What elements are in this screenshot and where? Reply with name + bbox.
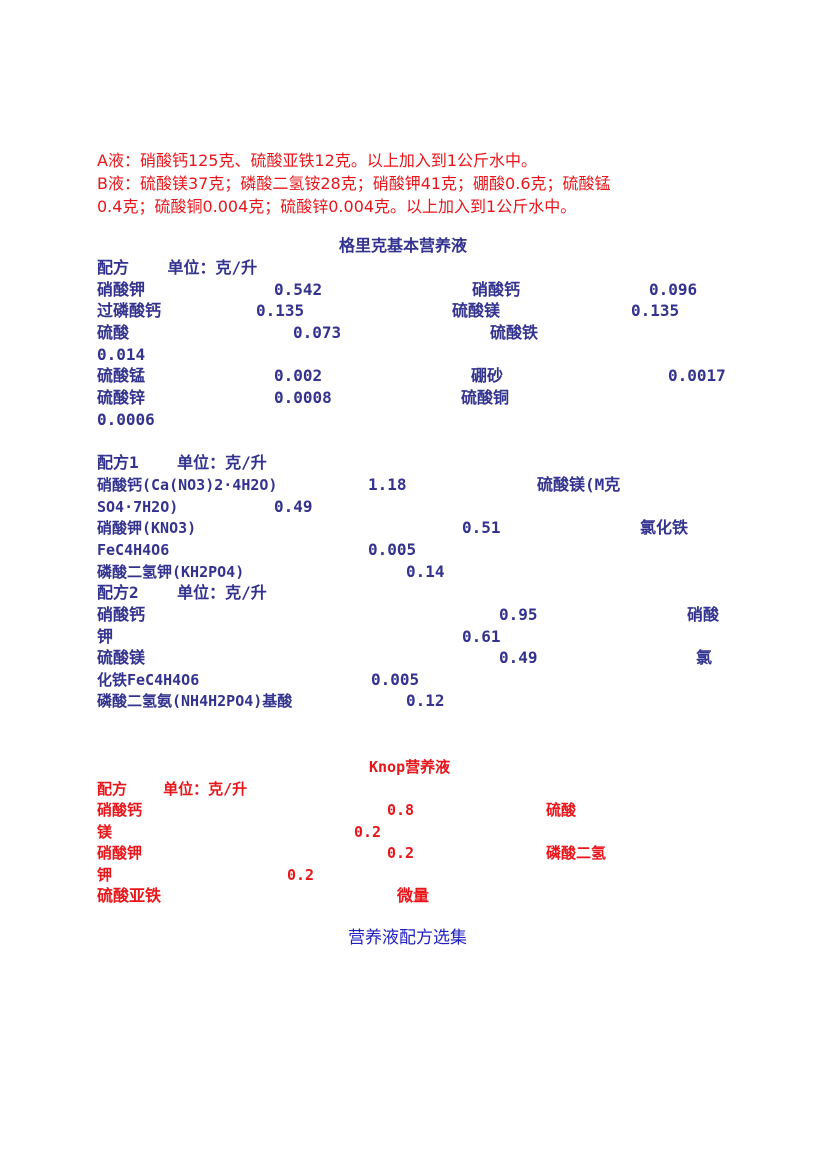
formula1-r1-name1: 硝酸钙(Ca(NO3)2·4H2O) [97, 476, 278, 494]
gericke-r2-val1: 0.135 [256, 301, 305, 320]
formula2-r4-name: 化铁FeC4H4O6 [97, 671, 200, 689]
gericke-r5-val1: 0.0008 [274, 388, 332, 407]
formula2-r3-name1: 硫酸镁 [97, 648, 146, 667]
solution-a-line: A液：硝酸钙125克、硫酸亚铁12克。以上加入到1公斤水中。 [97, 151, 538, 170]
knop-header: 配方 单位：克/升 [97, 780, 248, 798]
gericke-r4-name2: 硼砂 [471, 366, 504, 385]
gericke-r1-name2: 硝酸钙 [472, 280, 521, 299]
gericke-r1-name1: 硝酸钾 [97, 280, 146, 299]
gericke-r2-name2: 硫酸镁 [452, 301, 501, 320]
gericke-r4-val1: 0.002 [274, 366, 323, 385]
formula1-header: 配方1 单位：克/升 [97, 453, 267, 472]
formula2-r2-name: 钾 [97, 627, 114, 646]
knop-r3-name1: 硝酸钾 [97, 844, 143, 862]
formula2-r1-val1: 0.95 [499, 605, 538, 624]
knop-title: Knop营养液 [369, 758, 451, 776]
knop-r3-name2: 磷酸二氢 [546, 844, 607, 862]
knop-r4-val: 0.2 [287, 866, 315, 884]
knop-r3-val1: 0.2 [387, 844, 415, 862]
knop-r1-name1: 硝酸钙 [97, 801, 143, 819]
gericke-r3-name1: 硫酸 [97, 323, 130, 342]
solution-b-line: B液：硫酸镁37克；磷酸二氢铵28克；硝酸钾41克；硼酸0.6克；硫酸锰 [97, 174, 611, 193]
gericke-r4-val2: 0.0017 [668, 366, 726, 385]
knop-r2-val: 0.2 [354, 823, 382, 841]
formula1-r2-name: SO4·7H2O) [97, 498, 179, 516]
gericke-r5-name1: 硫酸锌 [97, 388, 146, 407]
knop-r1-name2: 硫酸 [546, 801, 577, 819]
gericke-r2-val2: 0.135 [631, 301, 680, 320]
gericke-r3-name2: 硫酸铁 [490, 323, 539, 342]
formula1-r3-name2: 氯化铁 [640, 518, 689, 537]
formula2-r1-name1: 硝酸钙 [97, 605, 146, 624]
formula2-r1-name2: 硝酸 [687, 605, 720, 624]
formula1-r1-val1: 1.18 [368, 475, 407, 494]
knop-r5-val: 微量 [397, 886, 430, 905]
gericke-r2-name1: 过磷酸钙 [97, 301, 162, 320]
gericke-r5-name2: 硫酸铜 [461, 388, 510, 407]
gericke-r4-name1: 硫酸锰 [97, 366, 146, 385]
footer-title: 营养液配方选集 [348, 928, 467, 948]
knop-r1-val1: 0.8 [387, 801, 415, 819]
formula2-r4-val: 0.005 [371, 670, 420, 689]
formula2-r5-val: 0.12 [406, 691, 445, 710]
gericke-r3-val2: 0.014 [97, 345, 146, 364]
knop-r5-name: 硫酸亚铁 [97, 886, 162, 905]
gericke-r3-val1: 0.073 [293, 323, 342, 342]
gericke-title: 格里克基本营养液 [339, 236, 468, 255]
formula1-r2-val: 0.49 [274, 497, 313, 516]
gericke-header: 配方 单位：克/升 [97, 258, 258, 277]
gericke-r1-val2: 0.096 [649, 280, 698, 299]
formula2-r2-val: 0.61 [462, 627, 501, 646]
formula2-r5-name: 磷酸二氢氨(NH4H2PO4)基酸 [97, 692, 293, 710]
formula1-r4-name: FeC4H4O6 [97, 541, 170, 559]
formula1-r3-val1: 0.51 [462, 518, 501, 537]
gericke-r1-val1: 0.542 [274, 280, 323, 299]
formula2-r3-name2: 氯 [696, 648, 713, 667]
formula1-r5-val: 0.14 [406, 562, 445, 581]
solution-b-line-cont: 0.4克；硫酸铜0.004克；硫酸锌0.004克。以上加入到1公斤水中。 [97, 197, 577, 216]
formula2-header: 配方2 单位：克/升 [97, 583, 267, 602]
gericke-r5-val2: 0.0006 [97, 410, 155, 429]
formula2-r3-val1: 0.49 [499, 648, 538, 667]
formula1-r3-name1: 硝酸钾(KNO3) [97, 519, 197, 537]
formula1-r1-name2: 硫酸镁(M克 [537, 475, 621, 494]
formula1-r5-name: 磷酸二氢钾(KH2PO4) [97, 563, 245, 581]
formula1-r4-val: 0.005 [368, 540, 417, 559]
knop-r2-name: 镁 [97, 823, 113, 841]
knop-r4-name: 钾 [97, 866, 113, 884]
